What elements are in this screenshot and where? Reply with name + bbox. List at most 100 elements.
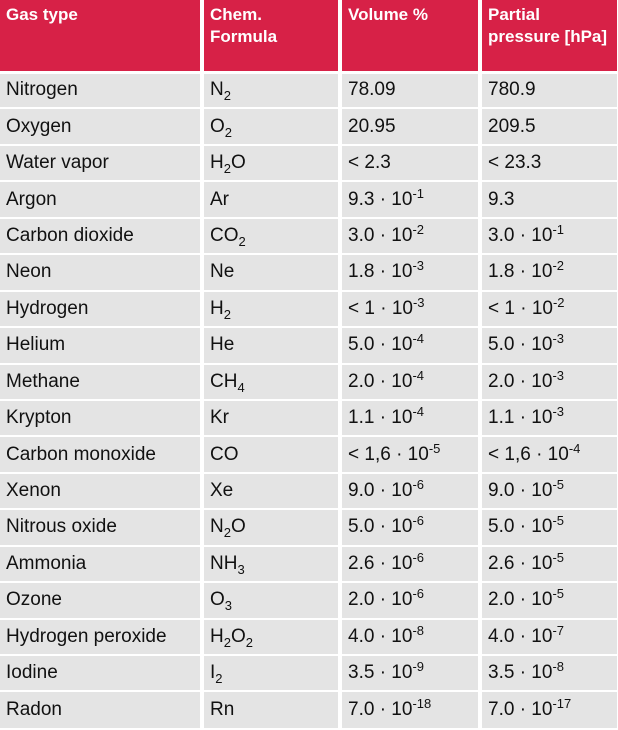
text-segment: 9.3 <box>488 188 515 210</box>
subscript: 2 <box>245 634 253 650</box>
text-segment: 209.5 <box>488 115 536 137</box>
text-segment: Ne <box>210 261 235 283</box>
superscript: -5 <box>552 586 564 602</box>
text-segment: H <box>210 625 224 647</box>
cell-partial-pressure: 5.0 · 10-3 <box>478 326 618 364</box>
superscript: -3 <box>552 331 564 347</box>
text-segment: < 1,6 · 10 <box>348 443 429 465</box>
cell-volume-percent: < 2.3 <box>338 143 480 182</box>
cell-volume-percent: < 1,6 · 10-5 <box>338 435 480 473</box>
cell-volume-percent: 9.0 · 10-6 <box>338 471 480 510</box>
superscript: -4 <box>412 404 424 420</box>
text-segment: 9.3 · 10 <box>348 188 413 210</box>
text-segment: 2.6 · 10 <box>488 552 553 574</box>
cell-gas-type: Oxygen <box>0 107 202 145</box>
cell-gas-type: Radon <box>0 690 202 728</box>
text-segment: < 1 · 10 <box>348 297 413 319</box>
text-segment: 7.0 · 10 <box>348 699 413 721</box>
text-segment: 3.0 · 10 <box>348 224 413 246</box>
cell-partial-pressure: < 23.3 <box>478 143 618 182</box>
text-segment: 20.95 <box>348 115 396 137</box>
subscript: 2 <box>215 671 223 687</box>
table-row: Nitrous oxide N2O 5.0 · 10-6 5.0 · 10-5 <box>0 508 618 546</box>
cell-partial-pressure: 2.6 · 10-5 <box>478 544 618 583</box>
text-segment: O <box>230 152 246 174</box>
cell-gas-type: Hydrogen <box>0 289 202 328</box>
cell-gas-type: Water vapor <box>0 143 202 182</box>
superscript: -6 <box>412 477 424 493</box>
text-segment: CO <box>210 443 239 465</box>
table-row: Helium He 5.0 · 10-4 5.0 · 10-3 <box>0 326 618 364</box>
cell-volume-percent: 5.0 · 10-6 <box>338 508 480 546</box>
text-segment: 5.0 · 10 <box>488 334 553 356</box>
cell-volume-percent: 3.0 · 10-2 <box>338 216 480 255</box>
cell-gas-type: Xenon <box>0 471 202 510</box>
subscript: 2 <box>223 525 231 541</box>
cell-chem-formula: Ar <box>200 180 340 218</box>
text-segment: Xe <box>210 480 234 502</box>
text-segment: 3.5 · 10 <box>488 662 553 684</box>
table-row: Hydrogen H2 < 1 · 10-3 < 1 · 10-2 <box>0 289 618 328</box>
text-segment: 2.0 · 10 <box>348 589 413 611</box>
subscript: 3 <box>237 561 245 577</box>
cell-volume-percent: 5.0 · 10-4 <box>338 326 480 364</box>
cell-partial-pressure: 1.8 · 10-2 <box>478 253 618 291</box>
text-segment: 2.0 · 10 <box>488 370 553 392</box>
cell-partial-pressure: 2.0 · 10-3 <box>478 362 618 400</box>
superscript: -5 <box>428 440 441 456</box>
cell-chem-formula: H2 <box>200 289 340 328</box>
cell-chem-formula: Kr <box>200 398 340 437</box>
superscript: -3 <box>412 258 424 274</box>
table-row: Water vapor H2O < 2.3 < 23.3 <box>0 143 618 182</box>
text-segment: 780.9 <box>488 79 536 101</box>
subscript: 2 <box>223 306 231 322</box>
header-volume-percent: Volume % <box>338 0 480 72</box>
table-row: Radon Rn 7.0 · 10-18 7.0 · 10-17 <box>0 690 618 728</box>
text-segment: O <box>230 516 246 538</box>
cell-volume-percent: < 1 · 10-3 <box>338 289 480 328</box>
cell-chem-formula: H2O2 <box>200 617 340 655</box>
text-segment: 9.0 · 10 <box>488 480 553 502</box>
cell-gas-type: Neon <box>0 253 202 291</box>
superscript: -18 <box>412 696 432 712</box>
cell-volume-percent: 7.0 · 10-18 <box>338 690 480 728</box>
table-row: Methane CH4 2.0 · 10-4 2.0 · 10-3 <box>0 362 618 400</box>
text-segment: 2.0 · 10 <box>488 589 553 611</box>
text-segment: N <box>210 516 224 538</box>
cell-volume-percent: 2.0 · 10-4 <box>338 362 480 400</box>
text-segment: < 23.3 <box>488 152 542 174</box>
superscript: -6 <box>412 586 424 602</box>
superscript: -8 <box>552 659 564 675</box>
cell-partial-pressure: 3.0 · 10-1 <box>478 216 618 255</box>
superscript: -5 <box>552 477 564 493</box>
text-segment: < 2.3 <box>348 152 391 174</box>
table-row: Ammonia NH3 2.6 · 10-6 2.6 · 10-5 <box>0 544 618 583</box>
text-segment: 7.0 · 10 <box>488 699 553 721</box>
text-segment: 9.0 · 10 <box>348 480 413 502</box>
superscript: -5 <box>552 549 564 565</box>
superscript: -7 <box>552 622 564 638</box>
cell-gas-type: Krypton <box>0 398 202 437</box>
subscript: 2 <box>223 88 231 104</box>
text-segment: NH <box>210 552 238 574</box>
superscript: -6 <box>412 513 424 529</box>
text-segment: Kr <box>210 407 229 429</box>
cell-volume-percent: 3.5 · 10-9 <box>338 653 480 692</box>
table-row: Nitrogen N2 78.09 780.9 <box>0 70 618 109</box>
table-row: Oxygen O2 20.95 209.5 <box>0 107 618 145</box>
superscript: -3 <box>412 294 425 310</box>
superscript: -4 <box>568 440 581 456</box>
text-segment: 1.8 · 10 <box>488 261 553 283</box>
table-row: Hydrogen peroxide H2O2 4.0 · 10-8 4.0 · 10-… <box>0 617 618 655</box>
cell-volume-percent: 4.0 · 10-8 <box>338 617 480 655</box>
text-segment: 4.0 · 10 <box>348 625 413 647</box>
text-segment: 1.1 · 10 <box>488 407 553 429</box>
cell-chem-formula: Xe <box>200 471 340 510</box>
superscript: -8 <box>412 622 424 638</box>
cell-chem-formula: O2 <box>200 107 340 145</box>
subscript: 2 <box>223 161 231 177</box>
subscript: 2 <box>238 233 246 249</box>
cell-volume-percent: 2.0 · 10-6 <box>338 581 480 619</box>
text-segment: O <box>230 625 246 647</box>
cell-partial-pressure: 4.0 · 10-7 <box>478 617 618 655</box>
